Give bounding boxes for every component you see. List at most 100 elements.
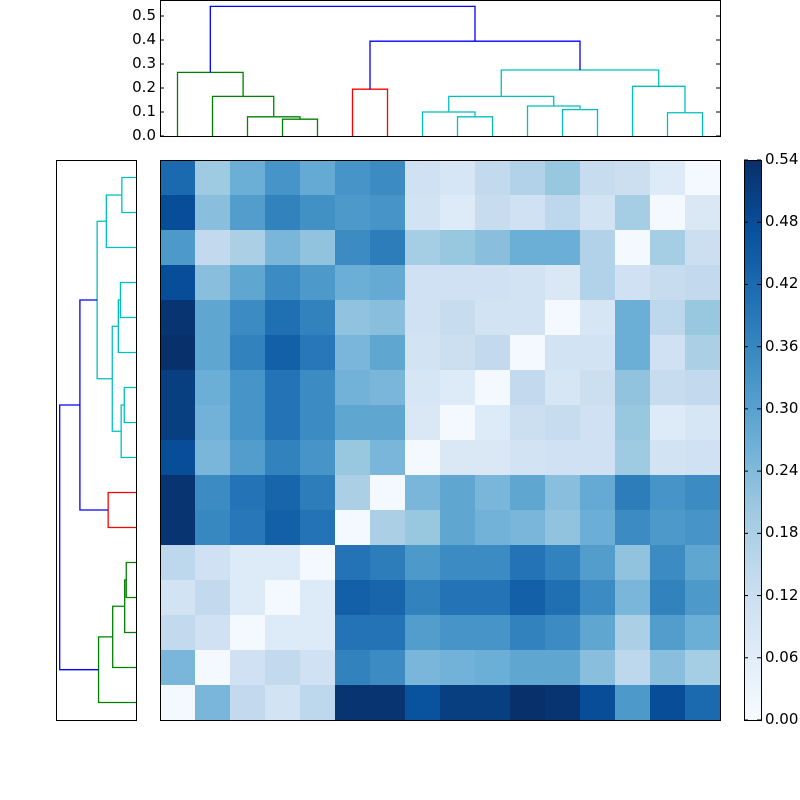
heatmap-cell	[685, 405, 721, 441]
heatmap-cell	[440, 265, 476, 301]
dendrogram-link	[448, 95, 555, 112]
heatmap-cell	[160, 510, 196, 546]
heatmap-cell	[195, 615, 231, 651]
heatmap-cell	[195, 335, 231, 371]
heatmap-cell	[265, 300, 301, 336]
heatmap-cell	[685, 160, 721, 196]
heatmap-cell	[370, 335, 406, 371]
dendrogram-link	[209, 5, 476, 73]
heatmap-cell	[615, 650, 651, 686]
heatmap-cell	[405, 475, 441, 511]
heatmap-cell	[615, 440, 651, 476]
heatmap-cell	[650, 300, 686, 336]
heatmap-cell	[300, 685, 336, 721]
heatmap-cell	[265, 265, 301, 301]
heatmap-cell	[440, 685, 476, 721]
heatmap-cell	[580, 230, 616, 266]
dendrogram-link	[123, 386, 136, 424]
heatmap-cell	[580, 160, 616, 196]
heatmap-cell	[160, 265, 196, 301]
heatmap-cell	[265, 370, 301, 406]
heatmap-cell	[440, 580, 476, 616]
heatmap-cell	[195, 475, 231, 511]
heatmap-cell	[545, 685, 581, 721]
heatmap-cell	[265, 545, 301, 581]
heatmap-cell	[475, 440, 511, 476]
heatmap-cell	[265, 650, 301, 686]
heatmap-cell	[650, 265, 686, 301]
heatmap-cell	[545, 160, 581, 196]
heatmap-cell	[545, 475, 581, 511]
dendrogram-link	[107, 491, 136, 529]
heatmap-cell	[405, 685, 441, 721]
heatmap-cell	[580, 335, 616, 371]
y-tick-label: 0.2	[132, 78, 156, 96]
heatmap-cell	[265, 230, 301, 266]
heatmap-cell	[160, 230, 196, 266]
heatmap-cell	[300, 370, 336, 406]
heatmap-cell	[160, 195, 196, 231]
dendrogram-link	[111, 325, 122, 432]
heatmap-cell	[475, 300, 511, 336]
dendrogram-link	[500, 69, 660, 97]
heatmap-cell	[475, 195, 511, 231]
heatmap-cell	[545, 265, 581, 301]
heatmap-cell	[265, 335, 301, 371]
heatmap-cell	[160, 615, 196, 651]
colorbar-tick-label: 0.06	[765, 647, 799, 666]
heatmap-cell	[195, 405, 231, 441]
heatmap-cell	[475, 685, 511, 721]
heatmap-cell	[545, 615, 581, 651]
heatmap-cell	[195, 265, 231, 301]
heatmap-cell	[405, 160, 441, 196]
heatmap-cell	[160, 300, 196, 336]
heatmap-cell	[580, 580, 616, 616]
heatmap-cell	[580, 440, 616, 476]
heatmap-cell	[650, 580, 686, 616]
heatmap-cell	[580, 370, 616, 406]
heatmap-cell	[370, 685, 406, 721]
heatmap-cell	[475, 580, 511, 616]
heatmap-cell	[160, 405, 196, 441]
heatmap-cell	[230, 195, 266, 231]
heatmap-cell	[475, 230, 511, 266]
colorbar-tick-label: 0.12	[765, 585, 799, 604]
dendrogram-link	[421, 111, 476, 136]
heatmap-cell	[160, 475, 196, 511]
heatmap-cell	[685, 440, 721, 476]
heatmap-cell	[580, 195, 616, 231]
heatmap-cell	[510, 335, 546, 371]
heatmap-cell	[475, 545, 511, 581]
heatmap-cell	[545, 335, 581, 371]
heatmap-cell	[475, 335, 511, 371]
heatmap-cell	[545, 195, 581, 231]
heatmap-cell	[510, 650, 546, 686]
heatmap-cell	[475, 265, 511, 301]
heatmap-cell	[335, 405, 371, 441]
y-tick-label: 0.5	[132, 6, 156, 24]
heatmap-cell	[335, 510, 371, 546]
heatmap-cell	[650, 160, 686, 196]
dendrogram-link	[351, 88, 389, 136]
dendrogram-link	[119, 281, 136, 319]
heatmap-cell	[685, 615, 721, 651]
heatmap-cell	[335, 475, 371, 511]
dendrogram-link	[456, 116, 494, 136]
heatmap-cell	[195, 300, 231, 336]
heatmap-cell	[230, 160, 266, 196]
dendrogram-link	[631, 85, 686, 136]
heatmap-cell	[335, 265, 371, 301]
heatmap-cell	[685, 195, 721, 231]
heatmap-cell	[300, 405, 336, 441]
heatmap-cell	[685, 510, 721, 546]
heatmap-cell	[545, 300, 581, 336]
heatmap-cell	[580, 475, 616, 511]
colorbar-tick-label: 0.54	[765, 150, 799, 168]
heatmap-cell	[615, 510, 651, 546]
heatmap-cell	[685, 545, 721, 581]
heatmap-cell	[545, 370, 581, 406]
heatmap-cell	[265, 195, 301, 231]
heatmap-cell	[405, 300, 441, 336]
heatmap-cell	[580, 265, 616, 301]
